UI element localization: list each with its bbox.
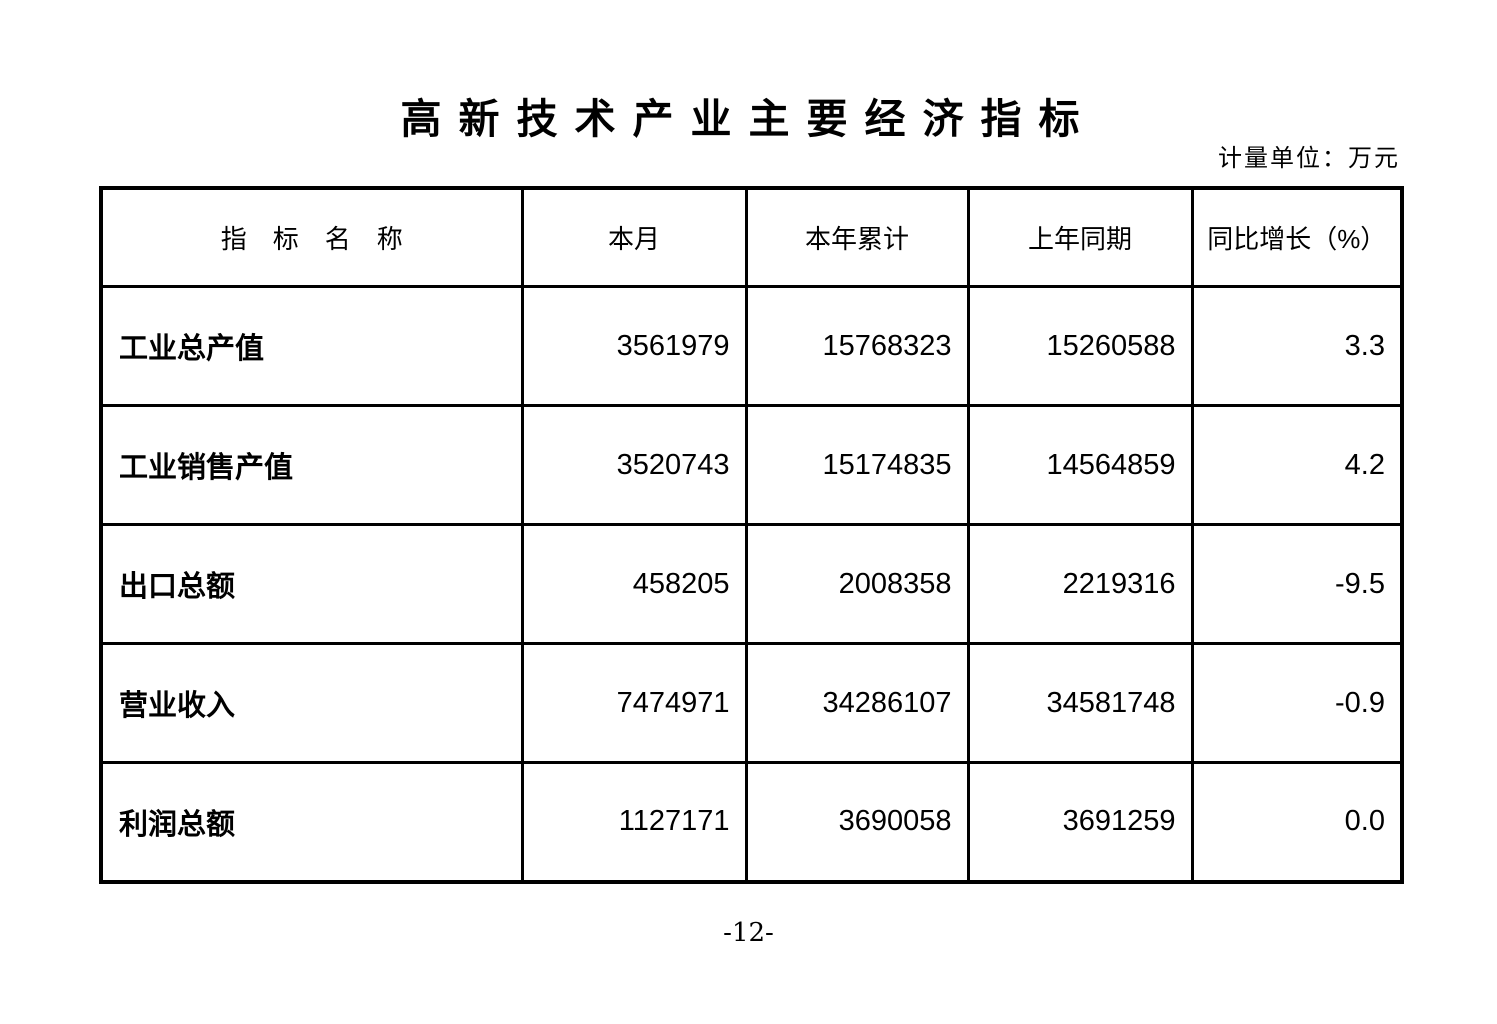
table-row: 工业销售产值 3520743 15174835 14564859 4.2 xyxy=(99,404,1404,526)
column-header-current-month: 本月 xyxy=(520,186,748,288)
value-current-month: 458205 xyxy=(520,523,748,645)
value-yoy-growth: -9.5 xyxy=(1190,523,1404,645)
value-yoy-growth: 0.0 xyxy=(1190,761,1404,883)
indicator-name: 利润总额 xyxy=(99,761,524,883)
value-same-period-last-year: 15260588 xyxy=(966,285,1194,407)
value-same-period-last-year: 34581748 xyxy=(966,642,1194,764)
value-same-period-last-year: 3691259 xyxy=(966,761,1194,883)
table-row: 出口总额 458205 2008358 2219316 -9.5 xyxy=(99,523,1404,645)
indicator-name: 工业总产值 xyxy=(99,285,524,407)
value-year-to-date: 34286107 xyxy=(744,642,970,764)
indicators-table: 指 标 名 称 本月 本年累计 上年同期 同比增长（%） 工业总产值 35619… xyxy=(99,186,1404,884)
value-current-month: 1127171 xyxy=(520,761,748,883)
table-row: 工业总产值 3561979 15768323 15260588 3.3 xyxy=(99,285,1404,407)
value-same-period-last-year: 2219316 xyxy=(966,523,1194,645)
column-header-year-to-date: 本年累计 xyxy=(744,186,970,288)
value-year-to-date: 3690058 xyxy=(744,761,970,883)
indicator-name: 工业销售产值 xyxy=(99,404,524,526)
page-number: -12- xyxy=(723,918,774,948)
unit-note: 计量单位：万元 xyxy=(1218,144,1400,172)
value-yoy-growth: 4.2 xyxy=(1190,404,1404,526)
indicator-name: 营业收入 xyxy=(99,642,524,764)
value-year-to-date: 15768323 xyxy=(744,285,970,407)
value-current-month: 7474971 xyxy=(520,642,748,764)
column-header-yoy-growth: 同比增长（%） xyxy=(1190,186,1404,288)
value-current-month: 3520743 xyxy=(520,404,748,526)
value-year-to-date: 15174835 xyxy=(744,404,970,526)
value-same-period-last-year: 14564859 xyxy=(966,404,1194,526)
page-title: 高新技术产业主要经济指标 xyxy=(400,96,1097,142)
value-year-to-date: 2008358 xyxy=(744,523,970,645)
column-header-indicator: 指 标 名 称 xyxy=(99,186,524,288)
indicator-name: 出口总额 xyxy=(99,523,524,645)
value-yoy-growth: -0.9 xyxy=(1190,642,1404,764)
value-yoy-growth: 3.3 xyxy=(1190,285,1404,407)
column-header-same-period-last-year: 上年同期 xyxy=(966,186,1194,288)
table-row: 营业收入 7474971 34286107 34581748 -0.9 xyxy=(99,642,1404,764)
table-header-row: 指 标 名 称 本月 本年累计 上年同期 同比增长（%） xyxy=(99,186,1404,288)
table-row: 利润总额 1127171 3690058 3691259 0.0 xyxy=(99,761,1404,883)
value-current-month: 3561979 xyxy=(520,285,748,407)
